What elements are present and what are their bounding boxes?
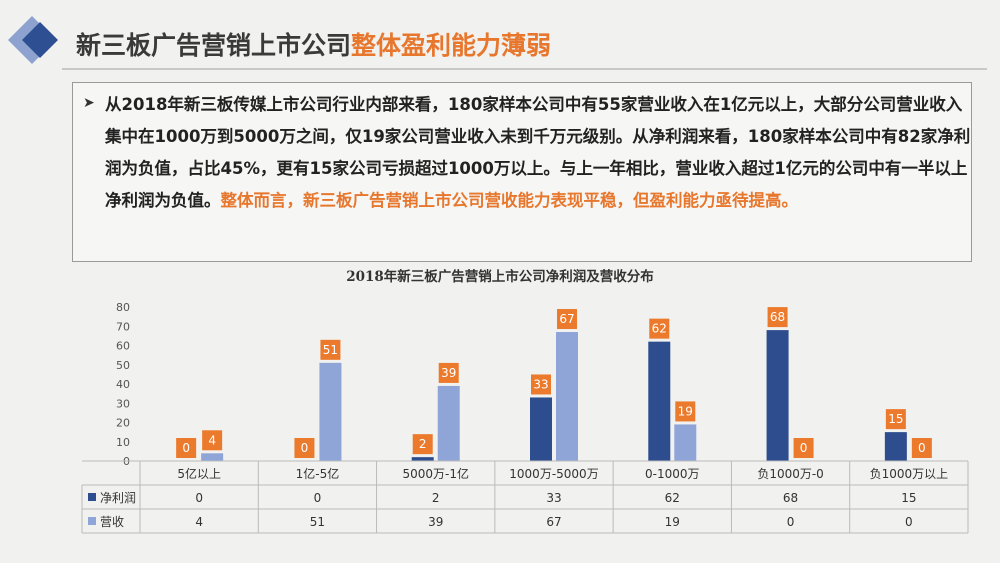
y-tick-label: 40: [116, 378, 130, 391]
data-label-box: [885, 409, 906, 430]
data-label-box: [531, 374, 551, 395]
data-label: 39: [441, 366, 456, 380]
x-tick-label: 5000万-1亿: [402, 466, 469, 481]
diamond-dark: [22, 22, 58, 58]
bar-chart: 0102030405060708004051239336762196801505…: [81, 301, 969, 534]
data-label-box: [202, 430, 223, 451]
y-tick-label: 30: [116, 397, 130, 410]
legend-label: 净利润: [100, 491, 136, 505]
data-label-box: [911, 438, 932, 458]
x-tick-label: 负1000万以上: [870, 467, 949, 481]
x-tick-label: 1000万-5000万: [509, 467, 598, 481]
table-cell: 68: [783, 491, 798, 505]
bar-revenue: [556, 332, 578, 461]
bullet-arrow-icon: ➤: [83, 95, 95, 111]
table-cell: 2: [432, 491, 440, 505]
table-cell: 15: [901, 491, 916, 505]
data-label-box: [767, 307, 788, 328]
table-cell: 39: [428, 515, 443, 529]
data-label-box: [176, 438, 197, 458]
bar-revenue: [674, 424, 697, 461]
x-tick-label: 1亿-5亿: [296, 466, 340, 481]
data-label-box: [412, 434, 433, 455]
data-label: 4: [208, 433, 216, 447]
data-label: 51: [323, 343, 338, 357]
data-label: 0: [182, 441, 190, 455]
summary-box: ➤ 从2018年新三板传媒上市公司行业内部来看，180家样本公司中有55家营业收…: [72, 82, 972, 262]
decorative-diamonds: [8, 16, 58, 64]
data-label: 19: [678, 404, 693, 418]
legend-swatch-revenue: [88, 517, 96, 525]
table-cell: 0: [314, 491, 322, 505]
bar-net-profit: [766, 330, 789, 461]
legend-label: 营收: [100, 515, 124, 529]
data-label: 0: [800, 441, 808, 455]
data-label: 68: [770, 310, 785, 324]
y-tick-label: 60: [116, 340, 130, 353]
data-label: 62: [652, 322, 667, 336]
summary-paragraph: 从2018年新三板传媒上市公司行业内部来看，180家样本公司中有55家营业收入在…: [105, 89, 971, 217]
y-tick-label: 20: [116, 417, 130, 430]
data-label-box: [675, 401, 696, 422]
x-tick-label: 负1000万-0: [757, 467, 824, 481]
data-label: 33: [533, 377, 548, 391]
data-label: 67: [559, 312, 574, 326]
title-bar: 新三板广告营销上市公司整体盈利能力薄弱: [62, 20, 987, 70]
bar-net-profit: [648, 341, 671, 461]
bar-revenue: [437, 385, 460, 461]
y-tick-label: 50: [116, 359, 130, 372]
bar-net-profit: [411, 457, 434, 461]
y-tick-label: 80: [116, 301, 130, 314]
table-cell: 0: [787, 515, 795, 529]
bar-net-profit: [530, 397, 552, 461]
legend-swatch-net-profit: [88, 493, 96, 501]
bar-net-profit: [884, 432, 907, 461]
table-cell: 0: [905, 515, 913, 529]
data-label-box: [649, 318, 670, 339]
data-label: 0: [301, 441, 309, 455]
table-cell: 4: [195, 515, 203, 529]
title-main: 新三板广告营销上市公司: [76, 31, 352, 60]
table-cell: 51: [310, 515, 325, 529]
bar-revenue: [319, 362, 342, 461]
data-label-box: [320, 339, 341, 360]
y-tick-label: 70: [116, 320, 130, 333]
summary-text: 从2018年新三板传媒上市公司行业内部来看，180家样本公司中有55家营业收入在…: [105, 95, 971, 210]
table-cell: 67: [546, 515, 561, 529]
bar-revenue: [201, 453, 224, 461]
data-label: 0: [918, 441, 926, 455]
data-label: 15: [888, 412, 903, 426]
page-title: 新三板广告营销上市公司整体盈利能力薄弱: [76, 26, 551, 62]
title-underline: [62, 68, 987, 70]
data-label-box: [793, 438, 814, 458]
title-highlight: 整体盈利能力薄弱: [351, 31, 552, 60]
data-label-box: [557, 309, 577, 330]
data-label: 2: [419, 437, 427, 451]
table-cell: 19: [665, 515, 680, 529]
table-cell: 33: [546, 491, 561, 505]
y-tick-label: 10: [116, 436, 130, 449]
data-label-box: [438, 362, 459, 383]
x-tick-label: 5亿以上: [177, 466, 221, 481]
chart-title: 2018年新三板广告营销上市公司净利润及营收分布: [346, 269, 654, 285]
summary-highlight: 整体而言，新三板广告营销上市公司营收能力表现平稳，但盈利能力亟待提高。: [220, 191, 799, 210]
table-cell: 0: [195, 491, 203, 505]
data-label-box: [294, 438, 315, 458]
table-cell: 62: [665, 491, 680, 505]
x-tick-label: 0-1000万: [645, 467, 700, 481]
